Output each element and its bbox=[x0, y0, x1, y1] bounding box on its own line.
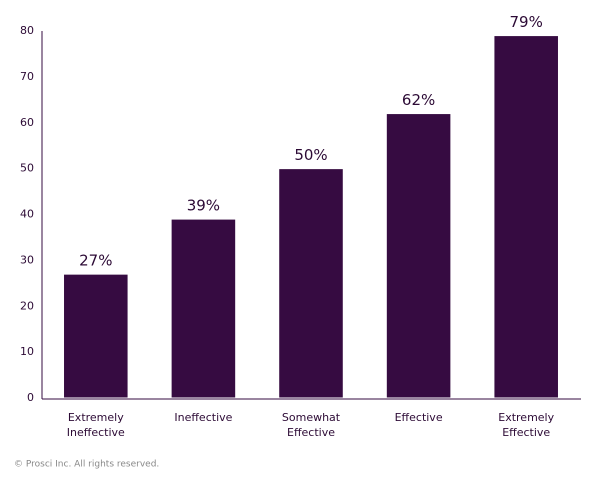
value-label: 62% bbox=[402, 91, 435, 109]
y-tick-label: 0 bbox=[27, 391, 34, 404]
x-tick-label: Somewhat Effective bbox=[282, 411, 341, 439]
y-tick-label: 10 bbox=[20, 345, 34, 358]
y-tick-label: 50 bbox=[20, 162, 34, 175]
bar bbox=[493, 35, 559, 399]
y-tick-label: 30 bbox=[20, 253, 34, 266]
bar bbox=[170, 218, 237, 399]
y-tick-label: 20 bbox=[20, 299, 34, 312]
x-tick-label: Ineffective bbox=[174, 411, 232, 424]
x-tick-label: Extremely Ineffective bbox=[67, 411, 125, 439]
x-tick-label: Extremely Effective bbox=[498, 411, 554, 439]
x-tick-label: Effective bbox=[395, 411, 443, 424]
bar bbox=[278, 168, 344, 399]
bar bbox=[63, 273, 129, 399]
value-label: 39% bbox=[187, 197, 220, 215]
y-tick-label: 80 bbox=[20, 24, 34, 37]
value-label: 79% bbox=[510, 13, 543, 31]
value-label: 50% bbox=[294, 146, 327, 164]
y-tick-label: 40 bbox=[20, 208, 34, 221]
y-tick-label: 60 bbox=[20, 116, 34, 129]
footnote: © Prosci Inc. All rights reserved. bbox=[14, 460, 159, 470]
bar bbox=[385, 113, 452, 399]
y-tick-label: 70 bbox=[20, 70, 34, 83]
value-label: 27% bbox=[79, 252, 112, 270]
